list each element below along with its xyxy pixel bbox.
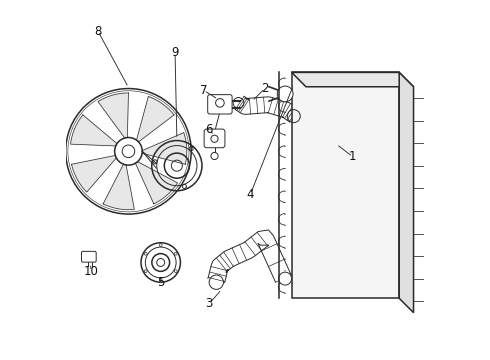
Text: 9: 9 bbox=[172, 46, 179, 59]
Bar bbox=[292, 72, 399, 298]
Text: 3: 3 bbox=[205, 297, 213, 310]
Circle shape bbox=[277, 86, 293, 102]
Circle shape bbox=[279, 272, 292, 285]
Polygon shape bbox=[235, 96, 298, 122]
Polygon shape bbox=[135, 162, 177, 204]
Text: 2: 2 bbox=[261, 82, 269, 95]
Polygon shape bbox=[98, 93, 128, 138]
Text: 4: 4 bbox=[246, 188, 254, 201]
Text: 5: 5 bbox=[157, 276, 165, 289]
Polygon shape bbox=[142, 132, 187, 164]
Text: 1: 1 bbox=[349, 150, 356, 163]
Polygon shape bbox=[71, 115, 117, 146]
FancyBboxPatch shape bbox=[204, 129, 225, 148]
Polygon shape bbox=[208, 230, 291, 283]
Text: 8: 8 bbox=[94, 25, 101, 38]
FancyBboxPatch shape bbox=[81, 251, 96, 262]
FancyBboxPatch shape bbox=[208, 95, 232, 114]
Polygon shape bbox=[137, 96, 174, 142]
Polygon shape bbox=[399, 72, 414, 313]
Polygon shape bbox=[72, 156, 116, 192]
Polygon shape bbox=[292, 72, 414, 87]
Text: 10: 10 bbox=[83, 265, 98, 278]
Text: 6: 6 bbox=[205, 123, 213, 136]
Text: 7: 7 bbox=[200, 84, 207, 97]
Polygon shape bbox=[103, 164, 134, 210]
